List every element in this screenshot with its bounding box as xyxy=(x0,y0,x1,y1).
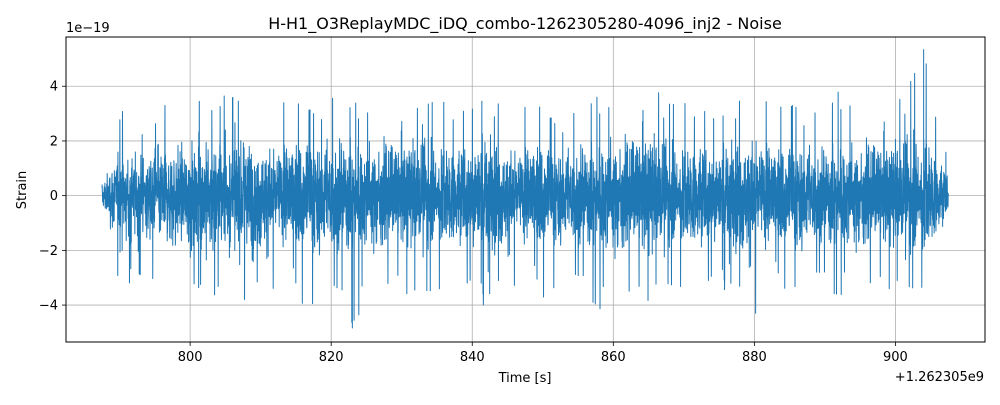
x-tick-label: 800 xyxy=(178,350,203,365)
x-tick-label: 820 xyxy=(319,350,344,365)
x-tick-label: 860 xyxy=(601,350,626,365)
plot-frame xyxy=(65,36,986,343)
x-axis-label: Time [s] xyxy=(498,371,552,386)
y-tick-label: 2 xyxy=(50,134,58,149)
x-tick-label: 840 xyxy=(460,350,485,365)
y-tick-label: 4 xyxy=(50,80,58,95)
y-tick-label: 0 xyxy=(50,189,58,204)
y-axis-label: Strain xyxy=(15,171,30,210)
x-tick-label: 880 xyxy=(742,350,767,365)
series-strain xyxy=(101,49,949,329)
y-axis-ticks: −4 −2 0 2 4 xyxy=(39,80,66,314)
x-tick-label: 900 xyxy=(883,350,908,365)
x-axis-ticks: 800 820 840 860 880 900 xyxy=(178,342,908,365)
y-axis-scale-label: 1e−19 xyxy=(66,21,110,36)
y-tick-label: −2 xyxy=(39,244,58,259)
strain-line xyxy=(101,49,949,329)
chart-title: H-H1_O3ReplayMDC_iDQ_combo-1262305280-40… xyxy=(268,14,782,34)
x-axis-offset-label: +1.262305e9 xyxy=(895,370,984,385)
y-tick-label: −4 xyxy=(39,299,58,314)
